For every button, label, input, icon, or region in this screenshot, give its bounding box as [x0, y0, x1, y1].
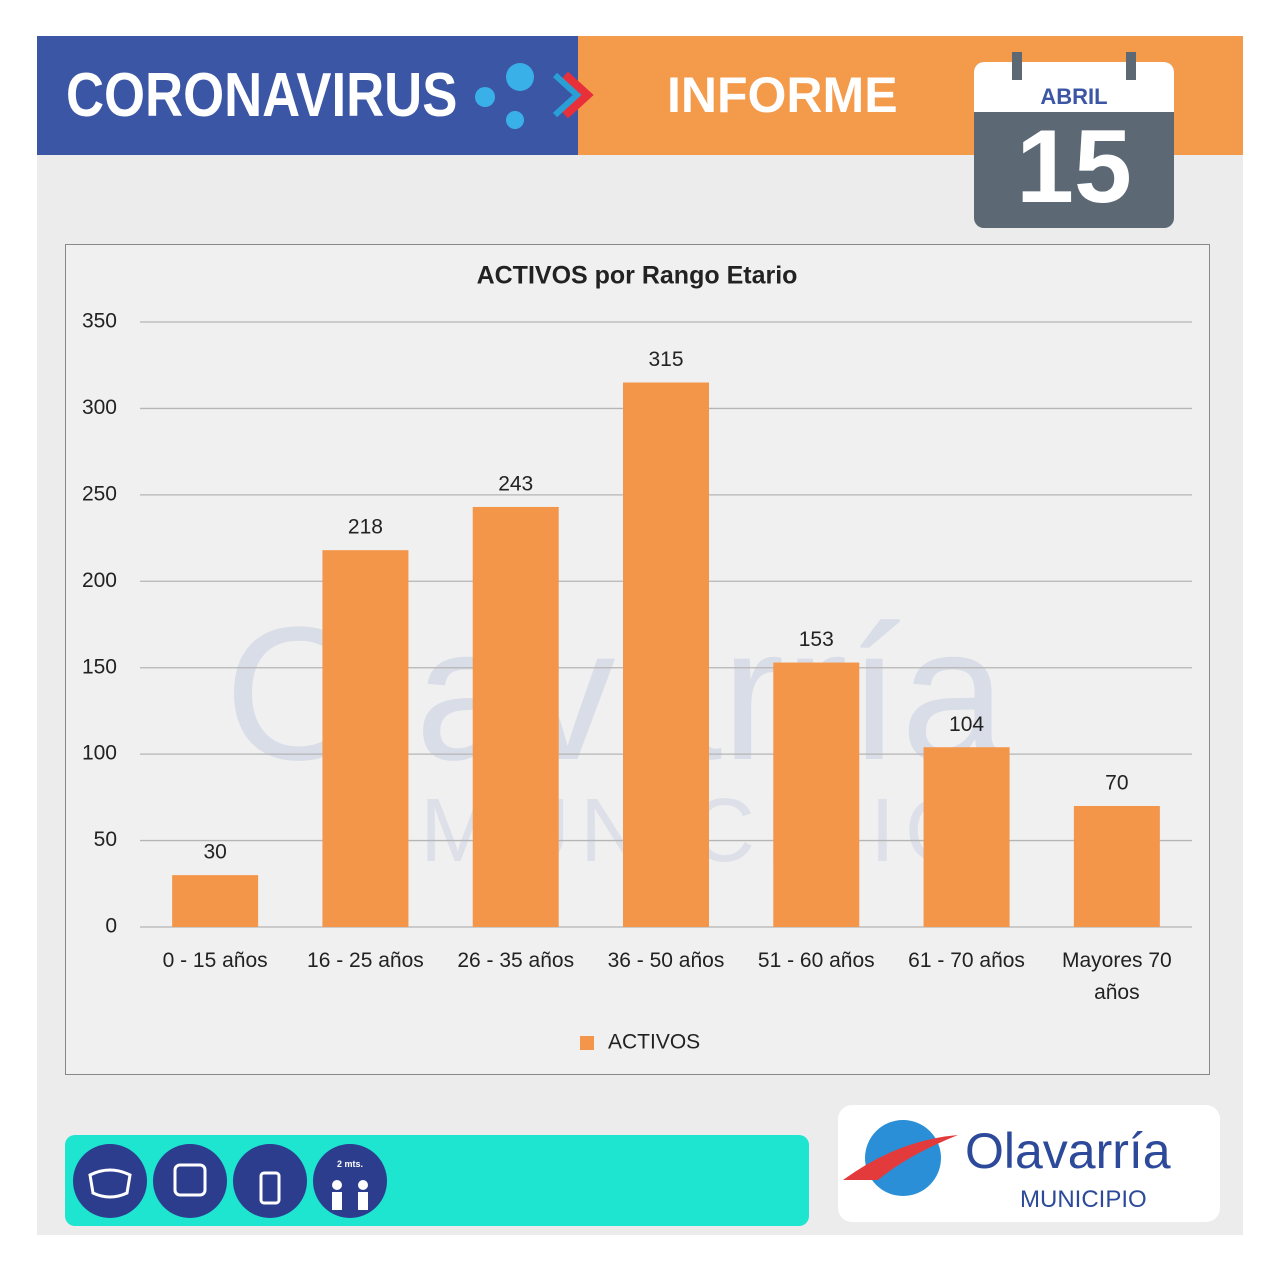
x-tick-label: 61 - 70 años	[908, 949, 1025, 972]
virus-icon	[475, 63, 594, 129]
data-label: 70	[1105, 772, 1128, 795]
x-tick-label: 36 - 50 años	[607, 949, 725, 972]
bar	[923, 747, 1010, 927]
data-label: 30	[203, 841, 226, 864]
bar	[773, 662, 860, 927]
data-label: 153	[799, 628, 834, 651]
logo-subtext: MUNICIPIO	[1020, 1186, 1147, 1213]
y-tick-label: 250	[82, 482, 117, 505]
y-tick-label: 200	[82, 569, 117, 592]
logo-icon	[843, 1120, 958, 1196]
data-label: 315	[648, 348, 683, 371]
bar	[172, 875, 259, 927]
y-tick-label: 0	[105, 915, 117, 938]
prevention-icons: 2 mts.	[73, 1144, 387, 1218]
y-tick-label: 50	[94, 828, 117, 851]
legend-swatch	[580, 1036, 594, 1050]
bar	[472, 506, 559, 927]
bar	[322, 550, 409, 927]
logo-text: Olavarría	[965, 1123, 1171, 1179]
y-tick-label: 150	[82, 655, 117, 678]
x-tick-label: Mayores 70 años	[1061, 949, 1172, 1004]
calendar-ring	[1126, 52, 1136, 80]
bar	[623, 382, 709, 927]
x-tick-label: 0 - 15 años	[162, 949, 268, 972]
legend-label: ACTIVOS	[608, 1031, 700, 1054]
x-tick-label: 26 - 35 años	[457, 949, 575, 972]
x-tick-label: 51 - 60 años	[757, 949, 875, 972]
chart-title: ACTIVOS por Rango Etario	[477, 262, 798, 290]
data-label: 243	[498, 473, 533, 496]
calendar-month: ABRIL	[1040, 84, 1108, 109]
calendar-top	[974, 62, 1174, 112]
y-tick-label: 350	[82, 310, 117, 333]
x-tick-label: 16 - 25 años	[307, 949, 424, 972]
y-tick-label: 100	[82, 742, 117, 765]
header-title: CORONAVIRUS	[66, 61, 458, 130]
bar	[1073, 806, 1160, 927]
calendar-ring	[1012, 52, 1022, 80]
data-label: 104	[949, 713, 984, 736]
data-label: 218	[348, 516, 383, 539]
header-subtitle: INFORME	[667, 67, 898, 123]
calendar	[974, 62, 1174, 228]
distance-label: 2 mts.	[337, 1159, 363, 1169]
y-tick-label: 300	[82, 396, 117, 419]
calendar-day: 15	[1016, 109, 1132, 225]
